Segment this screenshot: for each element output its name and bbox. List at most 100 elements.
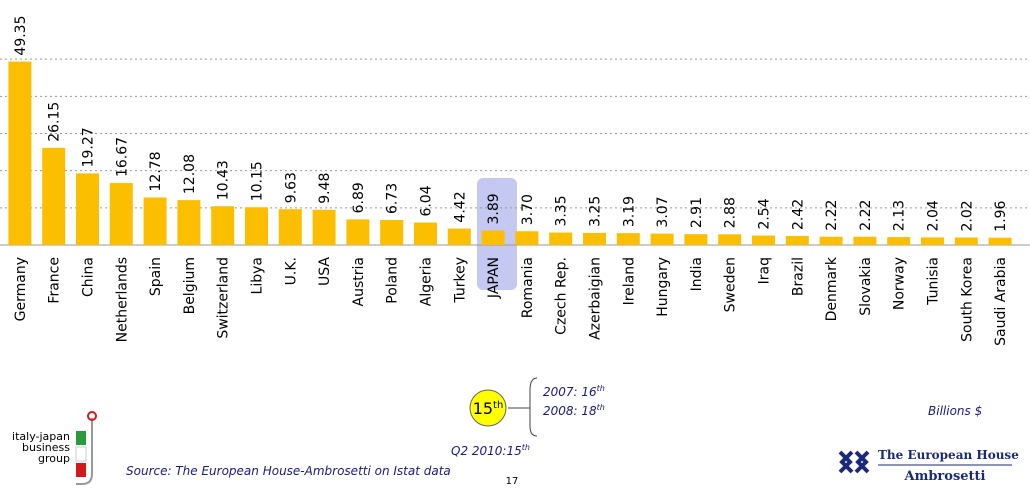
bar [616, 233, 640, 245]
x-tick-label: France [47, 257, 63, 304]
bar [718, 234, 742, 245]
value-label: 16.67 [114, 137, 130, 177]
x-tick-label: U.K. [283, 257, 299, 285]
bracket [508, 377, 538, 437]
value-label: 1.96 [993, 200, 1009, 231]
x-tick-label: Iraq [757, 257, 773, 284]
value-label: 4.42 [452, 191, 468, 222]
x-tick-label: Algeria [419, 257, 435, 306]
bar [988, 237, 1012, 245]
history-0: 2007: 16th [543, 384, 605, 399]
q2: Q2 2010:15th [451, 443, 530, 458]
bar [76, 173, 99, 245]
x-tick-label: China [81, 257, 97, 297]
value-label: 2.02 [959, 200, 975, 231]
history-text: 2007: 16 [543, 385, 597, 399]
bar [143, 197, 167, 245]
value-label: 6.04 [419, 185, 435, 216]
rank: 15th [473, 399, 504, 418]
value-label: 3.25 [588, 196, 604, 227]
value-label: 3.70 [520, 194, 536, 225]
bar [245, 207, 268, 245]
bar [549, 232, 573, 245]
value-label: 12.78 [148, 151, 164, 191]
value-label: 2.91 [689, 197, 705, 228]
bar [346, 219, 370, 245]
value-label: 2.13 [892, 200, 908, 231]
bar [109, 183, 133, 245]
bar [481, 230, 505, 245]
logo-mark [838, 450, 870, 474]
history-1: 2008: 18th [543, 403, 605, 418]
x-tick-label: Norway [892, 257, 908, 310]
x-tick-label: Sweden [723, 257, 739, 312]
value-label: 2.54 [757, 198, 773, 229]
bar [447, 228, 471, 245]
value-label: 10.15 [250, 161, 266, 201]
x-tick-label: Tunisia [926, 257, 942, 306]
x-tick-label: South Korea [959, 257, 975, 342]
logo-text: business [22, 441, 70, 454]
x-tick-label: Turkey [452, 257, 468, 304]
value-label: 3.35 [554, 195, 570, 226]
flag-white [75, 446, 87, 462]
x-tick-label: Denmark [824, 256, 840, 321]
x-tick-label: Spain [148, 257, 164, 296]
logo-curve [76, 418, 93, 485]
x-tick-label: Brazil [790, 257, 806, 296]
value-label: 10.43 [216, 160, 232, 200]
x-tick-label: Hungary [655, 257, 671, 317]
history-sup: th [597, 384, 605, 393]
bar [414, 222, 437, 245]
value-label: 3.89 [486, 193, 502, 224]
value-label: 12.08 [182, 154, 198, 194]
history-text: 2008: 18 [543, 404, 597, 418]
x-tick-label: Libya [250, 257, 266, 294]
rank-text: 15 [473, 399, 493, 418]
value-label: 3.19 [621, 196, 637, 227]
bar [177, 200, 201, 245]
rank-sup: th [493, 400, 503, 411]
bar [785, 236, 809, 245]
x-tick-label: Belgium [182, 257, 198, 314]
value-label: 6.73 [385, 183, 401, 214]
page-number: 17 [506, 476, 519, 487]
value-label: 19.27 [81, 127, 97, 167]
x-tick-label: USA [317, 257, 333, 286]
x-tick-label: Germany [13, 257, 29, 321]
q2-sup: th [522, 443, 530, 452]
value-label: 2.88 [723, 197, 739, 228]
bar [650, 233, 674, 245]
history-sup: th [597, 403, 605, 412]
logo-text: Ambrosetti [904, 469, 986, 484]
x-tick-label: India [689, 257, 705, 291]
bar [312, 209, 336, 245]
bar [684, 234, 708, 245]
value-label: 6.89 [351, 182, 367, 213]
logo-left: italy-japan business group [12, 411, 97, 485]
logo-text: group [38, 452, 70, 465]
x-tick-label: Saudi Arabia [993, 257, 1009, 346]
x-tick-label: Czech Rep. [554, 257, 570, 335]
flag-green [76, 431, 86, 445]
value-label: 26.15 [47, 102, 63, 142]
logo-text: The European House [878, 448, 1019, 462]
value-label: 2.42 [790, 199, 806, 230]
bar [515, 231, 539, 245]
value-label: 49.35 [13, 15, 29, 55]
value-label: 2.04 [926, 200, 942, 231]
bar [42, 147, 66, 245]
x-tick-label: JAPAN [486, 257, 502, 299]
value-label: 2.22 [858, 200, 874, 231]
x-tick-label: Romania [520, 257, 536, 318]
bar [211, 206, 235, 245]
flag-red [76, 463, 86, 477]
logo-text: italy-japan [12, 430, 70, 443]
value-label: 2.22 [824, 200, 840, 231]
logo-right: The European House Ambrosetti [838, 448, 1019, 484]
bar [752, 235, 775, 245]
bar [819, 236, 843, 245]
logo-dot [87, 411, 97, 421]
x-tick-label: Azerbaigian [588, 257, 604, 340]
